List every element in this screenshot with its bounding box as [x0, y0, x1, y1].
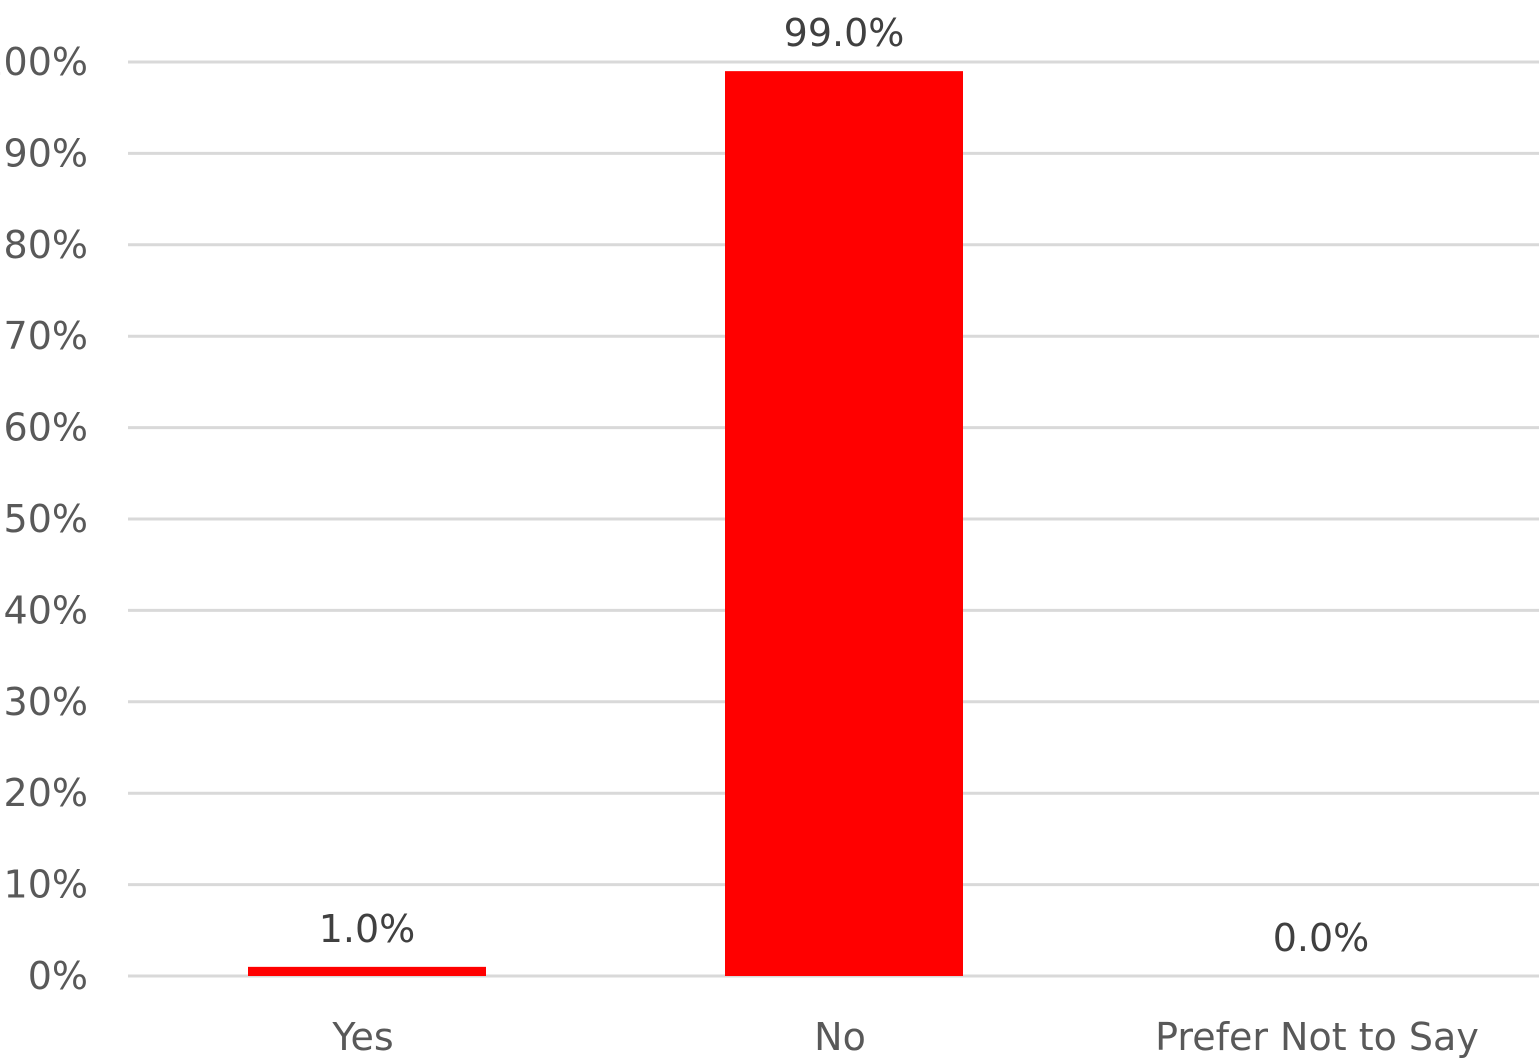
y-tick-label-80: 80%: [4, 223, 88, 267]
y-tick-label-10: 10%: [4, 863, 88, 907]
y-tick-label-40: 40%: [4, 588, 88, 632]
bars: [248, 71, 963, 976]
category-label-no: No: [814, 1015, 866, 1059]
y-tick-label-70: 70%: [4, 314, 88, 358]
y-tick-label-60: 60%: [4, 406, 88, 450]
data-labels: 1.0% 99.0% 0.0%: [319, 11, 1370, 960]
y-tick-label-30: 30%: [4, 680, 88, 724]
y-axis-tick-labels: 0% 10% 20% 30% 40% 50% 60% 70% 80% 90% 100%: [0, 40, 88, 998]
data-label-prefer-not-to-say: 0.0%: [1273, 916, 1370, 960]
y-tick-label-50: 50%: [4, 497, 88, 541]
bar-no[interactable]: [725, 71, 963, 976]
category-label-yes: Yes: [331, 1015, 393, 1059]
y-tick-label-100: 100%: [0, 40, 88, 84]
y-tick-label-20: 20%: [4, 771, 88, 815]
bar-yes[interactable]: [248, 966, 486, 976]
y-tick-label-0: 0%: [28, 954, 88, 998]
x-axis-category-labels: Yes No Prefer Not to Say: [331, 1015, 1479, 1059]
category-label-prefer-not-to-say: Prefer Not to Say: [1155, 1015, 1479, 1059]
y-tick-label-90: 90%: [4, 131, 88, 175]
data-label-yes: 1.0%: [319, 907, 416, 951]
data-label-no: 99.0%: [784, 11, 905, 55]
